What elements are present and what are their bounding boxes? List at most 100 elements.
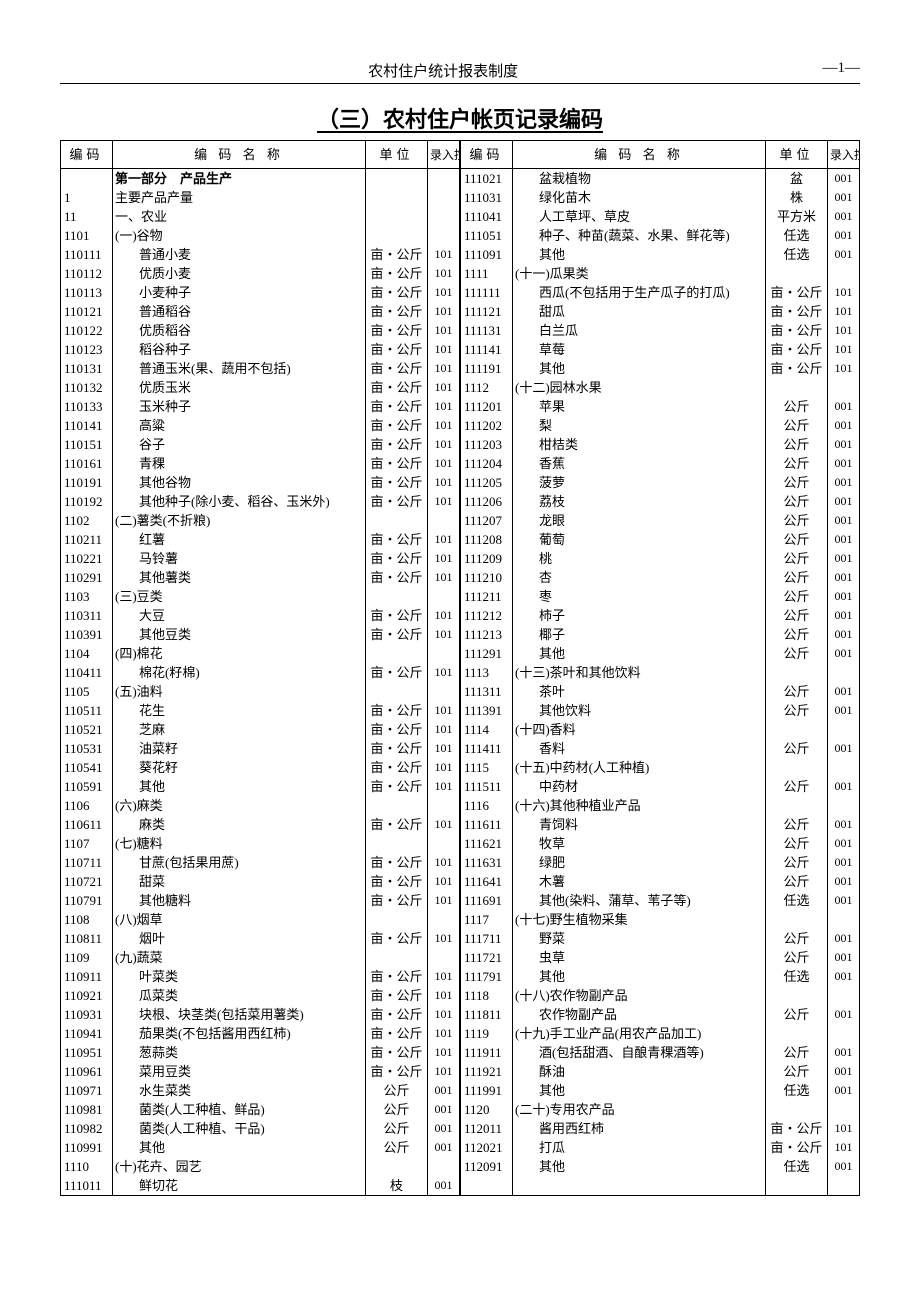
- table-row: 111031绿化苗木株001: [461, 188, 860, 207]
- ctrl-cell: [828, 264, 860, 283]
- name-text: (三)豆类: [113, 589, 163, 604]
- code-cell: 110951: [61, 1043, 113, 1062]
- unit-cell: 公斤: [766, 929, 828, 948]
- name-text: 菌类(人工种植、鲜品): [113, 1102, 265, 1117]
- ctrl-cell: 001: [828, 454, 860, 473]
- table-row: 111991其他任选001: [461, 1081, 860, 1100]
- name-cell: 优质玉米: [113, 378, 366, 397]
- table-row: 111041人工草坪、草皮平方米001: [461, 207, 860, 226]
- table-row: 110123稻谷种子亩・公斤101: [61, 340, 460, 359]
- table-row: 110711甘蔗(包括果用蔗)亩・公斤101: [61, 853, 460, 872]
- name-cell: 甜菜: [113, 872, 366, 891]
- name-text: 甘蔗(包括果用蔗): [113, 855, 239, 870]
- code-cell: 112091: [461, 1157, 513, 1176]
- unit-cell: 亩・公斤: [366, 435, 428, 454]
- code-cell: 111205: [461, 473, 513, 492]
- table-row: 1106(六)麻类: [61, 796, 460, 815]
- name-text: 苹果: [513, 399, 565, 414]
- name-text: 菠萝: [513, 475, 565, 490]
- name-text: 香蕉: [513, 456, 565, 471]
- ctrl-cell: 101: [428, 245, 460, 264]
- unit-cell: 公斤: [766, 511, 828, 530]
- table-row: 111202梨公斤001: [461, 416, 860, 435]
- unit-cell: 公斤: [366, 1100, 428, 1119]
- name-cell: 桃: [513, 549, 766, 568]
- name-text: 牧草: [513, 836, 565, 851]
- name-text: 块根、块茎类(包括菜用薯类): [113, 1007, 304, 1022]
- name-cell: 普通玉米(果、蔬用不包括): [113, 359, 366, 378]
- col-name: 编 码 名 称: [513, 141, 766, 169]
- table-row: 110122优质稻谷亩・公斤101: [61, 321, 460, 340]
- name-text: 荔枝: [513, 494, 565, 509]
- name-text: 青饲料: [513, 817, 578, 832]
- name-text: 其他糖料: [113, 893, 191, 908]
- name-cell: 马铃薯: [113, 549, 366, 568]
- name-cell: 菌类(人工种植、鲜品): [113, 1100, 366, 1119]
- table-row: 110971水生菜类公斤001: [61, 1081, 460, 1100]
- unit-cell: 株: [766, 188, 828, 207]
- table-row: 111208葡萄公斤001: [461, 530, 860, 549]
- unit-cell: 亩・公斤: [366, 606, 428, 625]
- unit-cell: 亩・公斤: [366, 1024, 428, 1043]
- table-row: 1114(十四)香料: [461, 720, 860, 739]
- unit-cell: [366, 910, 428, 929]
- code-cell: 1114: [461, 720, 513, 739]
- code-cell: 111041: [461, 207, 513, 226]
- unit-cell: [366, 796, 428, 815]
- name-cell: 普通稻谷: [113, 302, 366, 321]
- code-cell: 110921: [61, 986, 113, 1005]
- ctrl-cell: 101: [428, 283, 460, 302]
- table-row: 110511花生亩・公斤101: [61, 701, 460, 720]
- name-text: 菜用豆类: [113, 1064, 191, 1079]
- table-row: 110541葵花籽亩・公斤101: [61, 758, 460, 777]
- name-cell: 优质稻谷: [113, 321, 366, 340]
- ctrl-cell: 101: [428, 321, 460, 340]
- name-text: 草莓: [513, 342, 565, 357]
- unit-cell: [366, 644, 428, 663]
- code-cell: 110991: [61, 1138, 113, 1157]
- ctrl-cell: 101: [428, 359, 460, 378]
- name-cell: 菠萝: [513, 473, 766, 492]
- name-cell: (十七)野生植物采集: [513, 910, 766, 929]
- ctrl-cell: [828, 758, 860, 777]
- name-text: 野菜: [513, 931, 565, 946]
- code-cell: 111391: [461, 701, 513, 720]
- table-row: 111210杏公斤001: [461, 568, 860, 587]
- ctrl-cell: 001: [828, 1043, 860, 1062]
- name-text: 烟叶: [113, 931, 165, 946]
- code-cell: 110941: [61, 1024, 113, 1043]
- name-cell: 其他种子(除小麦、稻谷、玉米外): [113, 492, 366, 511]
- name-text: 葡萄: [513, 532, 565, 547]
- unit-cell: 盆: [766, 169, 828, 189]
- name-cell: 其他谷物: [113, 473, 366, 492]
- name-cell: 野菜: [513, 929, 766, 948]
- table-row: 111212柿子公斤001: [461, 606, 860, 625]
- table-row: 1111(十一)瓜果类: [461, 264, 860, 283]
- ctrl-cell: 001: [828, 416, 860, 435]
- ctrl-cell: 101: [828, 321, 860, 340]
- name-text: 甜菜: [113, 874, 165, 889]
- table-row: 110161青稞亩・公斤101: [61, 454, 460, 473]
- table-row: 1102(二)薯类(不折粮): [61, 511, 460, 530]
- code-cell: 111121: [461, 302, 513, 321]
- table-row: 1103(三)豆类: [61, 587, 460, 606]
- unit-cell: 亩・公斤: [366, 967, 428, 986]
- name-cell: 绿肥: [513, 853, 766, 872]
- ctrl-cell: 001: [828, 397, 860, 416]
- unit-cell: 任选: [766, 1157, 828, 1176]
- name-text: (五)油料: [113, 684, 163, 699]
- name-cell: 其他: [513, 1081, 766, 1100]
- name-text: (十)花卉、园艺: [113, 1159, 202, 1174]
- ctrl-cell: 101: [428, 720, 460, 739]
- name-text: (六)麻类: [113, 798, 163, 813]
- name-text: 打瓜: [513, 1140, 565, 1155]
- ctrl-cell: 101: [428, 1024, 460, 1043]
- code-cell: 110192: [61, 492, 113, 511]
- name-text: 椰子: [513, 627, 565, 642]
- ctrl-cell: [428, 226, 460, 245]
- name-text: 高粱: [113, 418, 165, 433]
- unit-cell: [366, 188, 428, 207]
- name-cell: 青稞: [113, 454, 366, 473]
- unit-cell: 亩・公斤: [366, 264, 428, 283]
- col-name: 编 码 名 称: [113, 141, 366, 169]
